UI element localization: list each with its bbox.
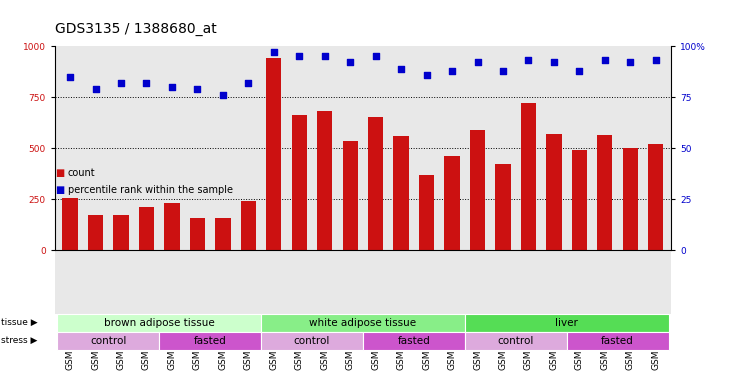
Text: fasted: fasted [601, 336, 634, 346]
Point [523, 57, 534, 63]
Bar [465, 332, 567, 349]
Bar [393, 136, 409, 250]
Bar [567, 332, 669, 349]
Point [574, 68, 586, 74]
Point [497, 68, 509, 74]
Point [624, 59, 636, 65]
Bar [444, 156, 460, 250]
Bar [546, 134, 561, 250]
Bar [88, 215, 103, 250]
Point [548, 59, 560, 65]
Bar [465, 314, 669, 332]
Text: ■: ■ [55, 185, 64, 195]
Bar [113, 215, 129, 250]
Point [471, 59, 483, 65]
Bar [597, 135, 613, 250]
Bar [419, 175, 434, 250]
Bar [62, 198, 77, 250]
Bar [648, 144, 664, 250]
Bar [572, 150, 587, 250]
Bar [215, 218, 230, 250]
Text: stress ▶: stress ▶ [1, 336, 38, 345]
Bar [57, 332, 159, 349]
Text: fasted: fasted [194, 336, 227, 346]
Point [293, 53, 305, 60]
Point [166, 84, 178, 90]
Point [319, 53, 330, 60]
Point [192, 86, 203, 92]
Bar [190, 218, 205, 250]
Text: control: control [294, 336, 330, 346]
Bar [470, 130, 485, 250]
Point [446, 68, 458, 74]
Bar [261, 332, 363, 349]
Bar [343, 141, 358, 250]
Bar [496, 164, 511, 250]
Point [370, 53, 382, 60]
Text: brown adipose tissue: brown adipose tissue [104, 318, 215, 328]
Text: ■: ■ [55, 168, 64, 178]
Point [650, 57, 662, 63]
Point [344, 59, 356, 65]
Point [90, 86, 102, 92]
Text: control: control [498, 336, 534, 346]
Bar [164, 203, 180, 250]
Bar [520, 103, 536, 250]
Point [268, 49, 280, 55]
Bar [368, 118, 383, 250]
Text: white adipose tissue: white adipose tissue [309, 318, 417, 328]
Text: liver: liver [556, 318, 578, 328]
Bar [57, 314, 261, 332]
Text: percentile rank within the sample: percentile rank within the sample [68, 185, 233, 195]
Bar [266, 58, 281, 250]
Text: fasted: fasted [398, 336, 431, 346]
Point [243, 80, 254, 86]
Bar [363, 332, 465, 349]
Point [395, 65, 407, 71]
Bar [623, 148, 638, 250]
Bar [240, 201, 256, 250]
Point [115, 80, 127, 86]
Point [421, 71, 433, 78]
Point [64, 74, 76, 80]
Text: control: control [90, 336, 126, 346]
Text: tissue ▶: tissue ▶ [1, 318, 38, 327]
Point [217, 92, 229, 98]
Text: GDS3135 / 1388680_at: GDS3135 / 1388680_at [55, 23, 216, 36]
Bar [139, 207, 154, 250]
Text: count: count [68, 168, 96, 178]
Bar [261, 314, 465, 332]
Bar [317, 111, 333, 250]
Bar [159, 332, 261, 349]
Bar [292, 116, 307, 250]
Point [140, 80, 152, 86]
Point [599, 57, 610, 63]
